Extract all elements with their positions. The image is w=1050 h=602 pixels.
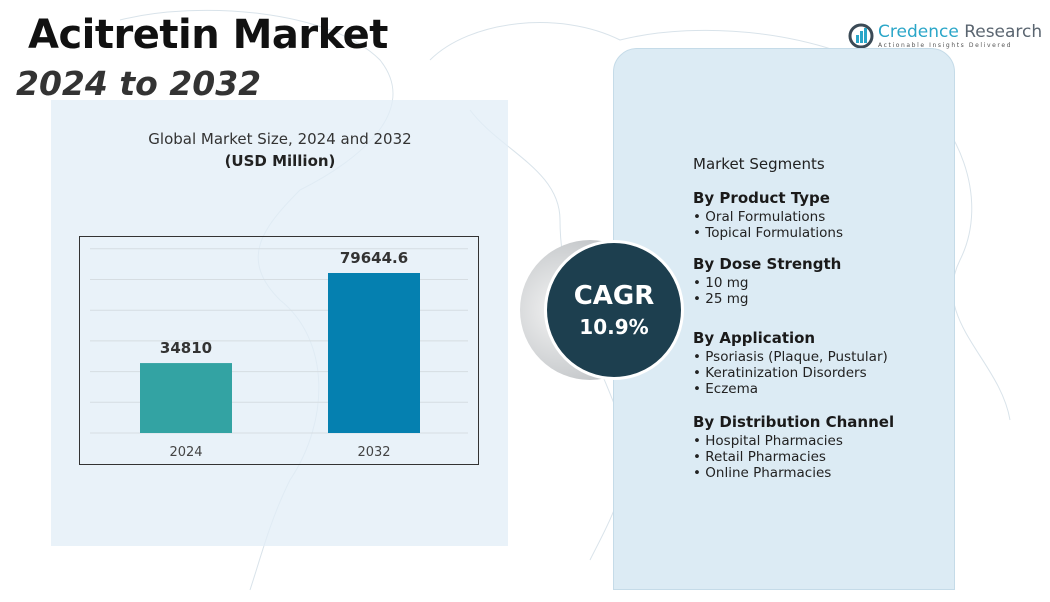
logo-tagline: Actionable Insights Delivered <box>878 42 1013 49</box>
cagr-badge: CAGR 10.9% <box>544 240 684 380</box>
segment-item-label: Retail Pharmacies <box>705 449 826 465</box>
chart-title: Global Market Size, 2024 and 2032 <box>148 130 412 148</box>
brand-logo: Credence Research Actionable Insights De… <box>848 22 1042 49</box>
segment-item: • Oral Formulations <box>693 209 826 225</box>
data-label: 79644.6 <box>340 249 408 267</box>
segment-list: • Hospital Pharmacies • Retail Pharmacies… <box>693 433 894 481</box>
segment-group: By Application • Psoriasis (Plaque, Pustu… <box>693 329 888 397</box>
segment-item-label: Hospital Pharmacies <box>705 433 843 449</box>
segment-heading: By Dose Strength <box>693 255 842 273</box>
segment-list: • Oral Formulations • Topical Formulation… <box>693 209 843 241</box>
segment-item-label: Topical Formulations <box>705 225 844 241</box>
data-label: 34810 <box>160 339 212 357</box>
segment-group: By Distribution Channel • Hospital Pharma… <box>693 413 894 481</box>
bar-2024 <box>140 363 232 433</box>
cagr-value: 10.9% <box>579 315 649 339</box>
segments-title: Market Segments <box>693 155 825 173</box>
segment-item-label: Online Pharmacies <box>705 465 832 481</box>
cagr-label: CAGR <box>573 281 655 311</box>
chart-panel <box>51 100 508 546</box>
bar-chart-frame: 34810 2024 79644.6 2032 <box>79 236 479 465</box>
segment-item: • 10 mg <box>693 275 749 291</box>
page-title: Acitretin Market <box>28 12 388 58</box>
segment-item-label: 25 mg <box>705 291 749 307</box>
segment-item-label: 10 mg <box>705 275 749 291</box>
logo-name-a: Credence <box>878 22 959 42</box>
segment-item-label: Psoriasis (Plaque, Pustular) <box>705 349 888 365</box>
segment-item: • Online Pharmacies <box>693 465 832 481</box>
segment-group: By Product Type • Oral Formulations • Topi… <box>693 189 843 241</box>
segment-heading: By Distribution Channel <box>693 413 895 431</box>
bar-chart-logo-icon <box>848 23 874 48</box>
segment-item: • Psoriasis (Plaque, Pustular) <box>693 349 888 365</box>
segment-item-label: Oral Formulations <box>705 209 826 225</box>
segment-item: • 25 mg <box>693 291 749 307</box>
bar-2032 <box>328 273 420 433</box>
segment-item: • Topical Formulations <box>693 225 844 241</box>
x-tick-label: 2032 <box>357 445 390 460</box>
bar-chart: 34810 2024 79644.6 2032 <box>90 248 468 460</box>
page-subtitle: 2024 to 2032 <box>16 64 262 103</box>
segment-item: • Eczema <box>693 381 759 397</box>
segment-heading: By Product Type <box>693 189 830 207</box>
x-tick-label: 2024 <box>169 445 202 460</box>
segment-group: By Dose Strength • 10 mg • 25 mg <box>693 255 841 307</box>
segment-item: • Keratinization Disorders <box>693 365 867 381</box>
segment-item-label: Keratinization Disorders <box>705 365 867 381</box>
chart-unit: (USD Million) <box>224 152 336 170</box>
logo-name-b: Research <box>964 22 1043 42</box>
segment-item: • Hospital Pharmacies <box>693 433 843 449</box>
segment-heading: By Application <box>693 329 816 347</box>
segment-item: • Retail Pharmacies <box>693 449 826 465</box>
segment-list: • 10 mg • 25 mg <box>693 275 841 307</box>
segment-item-label: Eczema <box>705 381 759 397</box>
segment-list: • Psoriasis (Plaque, Pustular) • Keratini… <box>693 349 888 397</box>
